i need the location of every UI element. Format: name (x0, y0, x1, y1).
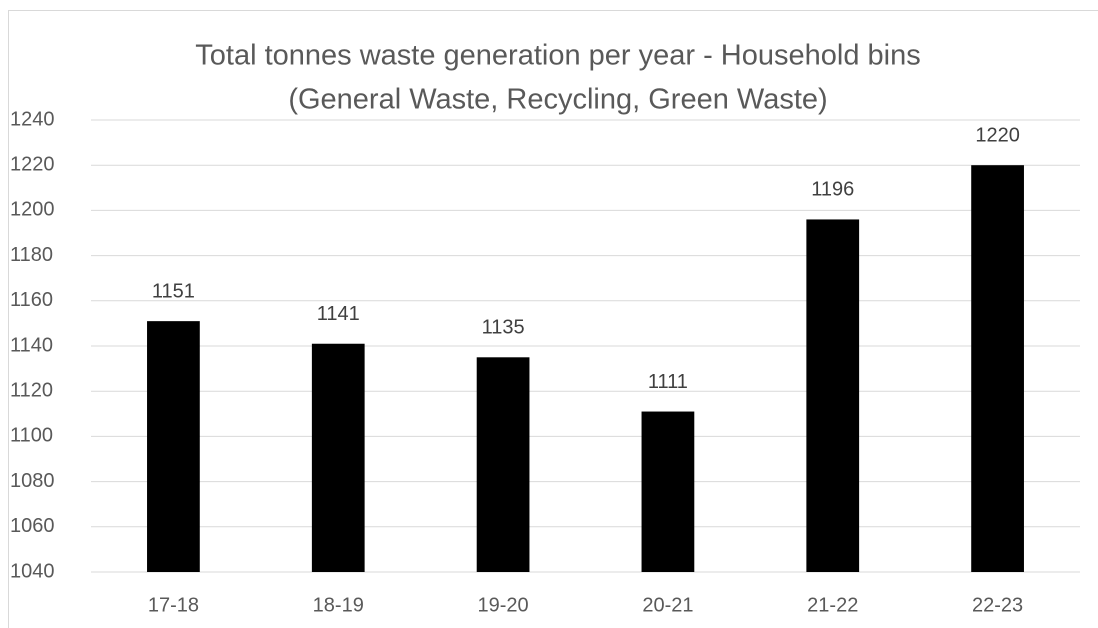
y-tick-label: 1180 (10, 244, 53, 266)
bar (806, 219, 860, 572)
y-tick-label: 1200 (10, 199, 55, 221)
x-tick-label: 18-19 (313, 594, 364, 616)
bar (311, 343, 365, 572)
x-tick-label: 20-21 (642, 594, 693, 616)
y-tick-label: 1160 (10, 289, 53, 311)
chart-frame (8, 10, 1098, 628)
x-tick-label: 19-20 (478, 594, 529, 616)
x-tick-label: 21-22 (807, 594, 858, 616)
y-tick-label: 1120 (10, 379, 53, 401)
data-label: 1151 (152, 280, 195, 302)
x-tick-label: 17-18 (148, 594, 199, 616)
chart-title: (General Waste, Recycling, Green Waste) (288, 84, 827, 116)
y-tick-label: 1220 (10, 153, 55, 175)
data-label: 1220 (975, 124, 1020, 146)
bar (641, 411, 695, 572)
y-tick-label: 1060 (10, 515, 55, 537)
y-tick-label: 1100 (10, 425, 53, 447)
x-tick-label: 22-23 (972, 594, 1023, 616)
data-label: 1141 (317, 303, 360, 325)
chart-title: Total tonnes waste generation per year -… (195, 40, 920, 72)
y-tick-label: 1080 (10, 470, 55, 492)
data-label: 1196 (811, 179, 854, 201)
y-tick-label: 1240 (10, 108, 55, 130)
y-tick-label: 1040 (10, 560, 55, 582)
data-label: 1135 (482, 317, 525, 339)
bar (147, 321, 200, 572)
data-label: 1111 (648, 371, 688, 393)
bar (476, 357, 530, 572)
y-tick-label: 1140 (10, 334, 53, 356)
bar (971, 165, 1024, 572)
